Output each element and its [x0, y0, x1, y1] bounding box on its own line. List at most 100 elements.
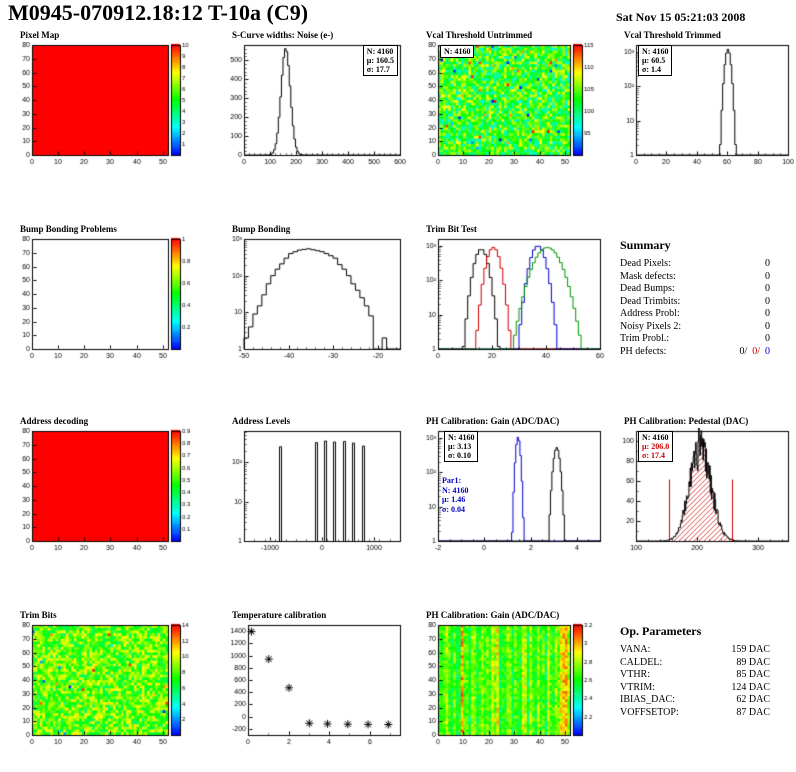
chart-title: Bump Bonding Problems [20, 224, 117, 234]
row-value: 0 [765, 333, 770, 344]
op-rows: VANA: 159 DAC CALDEL: 89 DAC VTHR: 85 DAC VTRI… [620, 644, 770, 719]
row-value: 62 DAC [736, 694, 770, 705]
summary-row: Dead Trimbits: 0 [620, 296, 770, 309]
panel-bump-problems: Bump Bonding Problems [8, 224, 204, 362]
stat-mean: μ: 3.13 [448, 442, 472, 451]
row-value: 124 DAC [731, 681, 770, 693]
op-row: VTRIM: 124 DAC [620, 682, 770, 695]
row-value: 87 DAC [736, 706, 770, 718]
stat-sigma: σ: 1.4 [642, 65, 662, 74]
summary-ph-values: 0/0/0 [739, 346, 770, 359]
chart-title: PH Calibration: Gain (ADC/DAC) [426, 610, 560, 620]
row-value: 0 [765, 270, 770, 282]
summary-label: PH defects: [620, 345, 667, 357]
summary-row: Mask defects: 0 [620, 271, 770, 284]
panel-summary: Summary Dead Pixels: 0 Mask defects: 0 Dead … [612, 224, 792, 358]
row-label: Mask defects: [620, 270, 676, 282]
address-decoding-chart [8, 428, 204, 554]
summary-title: Summary [620, 238, 671, 252]
row-value: 85 DAC [736, 669, 770, 680]
stats-box: N: 4160 μ: 160.5 σ: 17.7 [362, 45, 398, 76]
chart-title: Vcal Threshold Untrimmed [426, 30, 533, 40]
chart-title: PH Calibration: Pedestal (DAC) [624, 416, 749, 426]
chart-title: S-Curve widths: Noise (e-) [232, 30, 334, 40]
stat-entries: N: 4160 [642, 433, 669, 442]
trim-bit-test-chart [414, 236, 606, 362]
datetime: Sat Nov 15 05:21:03 2008 [616, 10, 746, 24]
ph-defects-value-2: 0/ [752, 345, 760, 357]
panel-vcal-untrimmed: Vcal Threshold Untrimmed N: 4160 [414, 30, 606, 168]
pixel-map-chart [8, 42, 204, 168]
row-value: 0 [765, 258, 770, 269]
address-levels-chart [220, 428, 406, 554]
summary-row: Noisy Pixels 2: 0 [620, 321, 770, 334]
row-value: 0 [765, 320, 770, 332]
row-value: 0 [765, 295, 770, 307]
ph-gain-map-chart [414, 622, 606, 748]
stat-entries: N: 4160 [366, 47, 394, 56]
bump-bonding-chart [220, 236, 406, 362]
row-label: IBIAS_DAC: [620, 694, 676, 705]
row-value: 0 [765, 283, 770, 294]
summary-rows: Dead Pixels: 0 Mask defects: 0 Dead Bumps: 0 D… [620, 258, 770, 346]
panel-ph-gain: PH Calibration: Gain (ADC/DAC) N: 4160 μ… [414, 416, 606, 554]
ph-defects-value-3: 0 [765, 345, 770, 357]
summary-row: Address Probl: 0 [620, 308, 770, 321]
chart-title: Pixel Map [20, 30, 60, 40]
row-label: VTHR: [620, 669, 650, 680]
stat-par1-title: Par1: [442, 476, 462, 485]
stat-mean: μ: 60.5 [642, 56, 666, 65]
stats-box-par1: Par1: N: 4160 μ: 1.46 σ: 0.04 [442, 476, 468, 514]
summary-row: Dead Bumps: 0 [620, 283, 770, 296]
bump-problems-chart [8, 236, 204, 362]
panel-ph-gain-map: PH Calibration: Gain (ADC/DAC) [414, 610, 606, 748]
row-label: VOFFSETOP: [620, 706, 679, 718]
row-label: Dead Pixels: [620, 258, 671, 269]
op-row: CALDEL: 89 DAC [620, 657, 770, 670]
page-title: M0945-070912.18:12 T-10a (C9) [8, 0, 309, 25]
stat-par1-mean: μ: 1.46 [442, 495, 466, 504]
row-value: 159 DAC [731, 644, 770, 655]
row-label: Address Probl: [620, 308, 680, 319]
trim-bits-chart [8, 622, 204, 748]
vcal-untrimmed-chart [414, 42, 606, 168]
chart-title: Vcal Threshold Trimmed [624, 30, 721, 40]
stat-sigma: σ: 17.7 [366, 65, 390, 74]
stat-mean: μ: 160.5 [366, 56, 394, 65]
panel-temp-calibration: Temperature calibration [220, 610, 406, 748]
stat-sigma: σ: 0.10 [448, 451, 472, 460]
stat-mean: μ: 206.0 [642, 442, 670, 451]
chart-title: Address Levels [232, 416, 291, 426]
panel-scurve-noise: S-Curve widths: Noise (e-) N: 4160 μ: 16… [220, 30, 406, 168]
panel-ph-pedestal: PH Calibration: Pedestal (DAC) N: 4160 μ… [612, 416, 794, 554]
stats-box: N: 4160 μ: 206.0 σ: 17.4 [638, 431, 674, 462]
panel-op-parameters: Op. Parameters VANA: 159 DAC CALDEL: 89 DAC… [612, 610, 792, 719]
row-label: Dead Trimbits: [620, 295, 681, 307]
stat-entries: N: 4160 [642, 47, 669, 56]
panel-trim-bits: Trim Bits [8, 610, 204, 748]
stat-sigma: σ: 17.4 [642, 451, 666, 460]
panel-trim-bit-test: Trim Bit Test [414, 224, 606, 362]
op-row: IBIAS_DAC: 62 DAC [620, 694, 770, 707]
op-row: VOFFSETOP: 87 DAC [620, 707, 770, 720]
panel-vcal-trimmed: Vcal Threshold Trimmed N: 4160 μ: 60.5 σ… [612, 30, 794, 168]
row-label: Dead Bumps: [620, 283, 675, 294]
row-label: Noisy Pixels 2: [620, 320, 682, 332]
row-label: VTRIM: [620, 681, 655, 693]
chart-title: Address decoding [20, 416, 89, 426]
row-label: Trim Probl.: [620, 333, 670, 344]
row-value: 0 [765, 308, 770, 319]
temp-calibration-chart [220, 622, 406, 748]
chart-title: Bump Bonding [232, 224, 291, 234]
chart-title: Trim Bits [20, 610, 57, 620]
stats-box: N: 4160 μ: 60.5 σ: 1.4 [638, 45, 673, 76]
op-row: VTHR: 85 DAC [620, 669, 770, 682]
panel-pixel-map: Pixel Map [8, 30, 204, 168]
summary-row: Dead Pixels: 0 [620, 258, 770, 271]
summary-row: Trim Probl.: 0 [620, 333, 770, 346]
row-label: VANA: [620, 644, 651, 655]
row-label: CALDEL: [620, 656, 663, 668]
stats-box: N: 4160 μ: 3.13 σ: 0.10 [444, 431, 479, 462]
stats-box: N: 4160 [440, 45, 475, 58]
op-parameters-title: Op. Parameters [620, 624, 702, 638]
